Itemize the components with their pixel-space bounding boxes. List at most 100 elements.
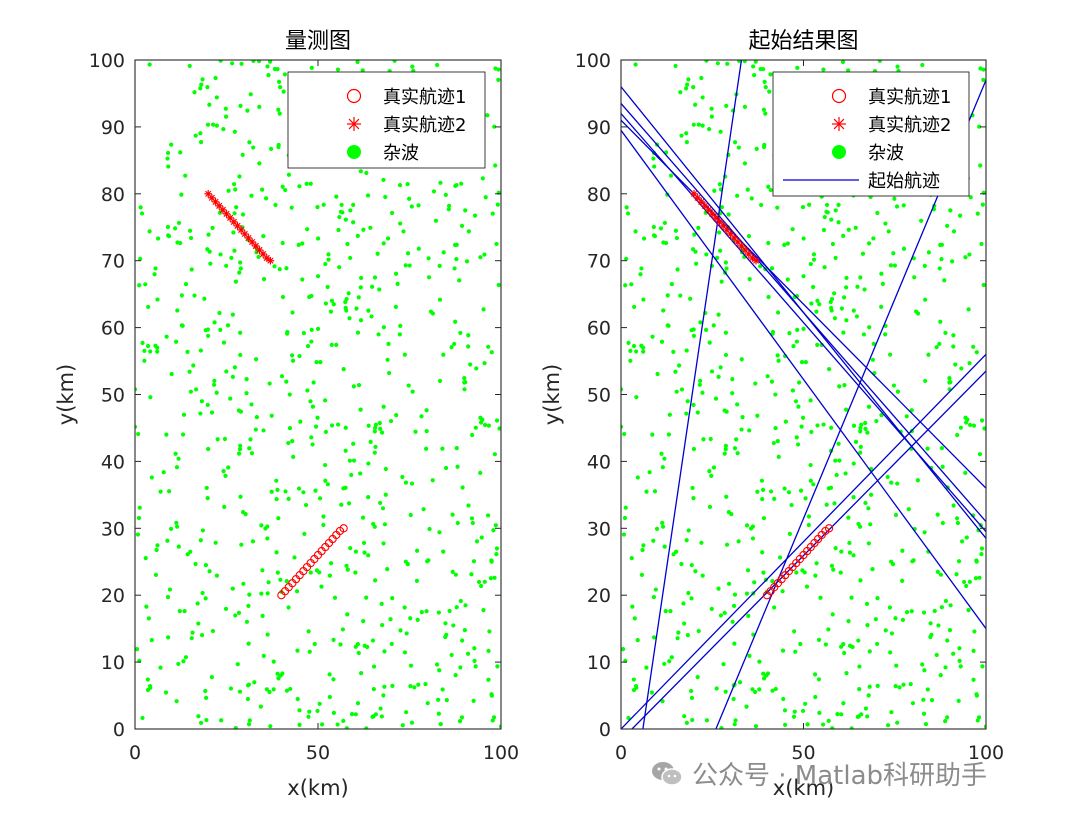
clutter-point [889,480,894,485]
clutter-point [725,61,730,66]
clutter-point [682,621,687,626]
clutter-point [155,543,160,548]
clutter-point [766,240,771,246]
clutter-point [490,211,495,216]
clutter-point [241,581,246,586]
clutter-point [148,685,153,690]
clutter-point [390,595,395,601]
start-track-line [621,129,986,630]
clutter-point [268,724,273,729]
clutter-point [339,202,344,208]
x-tick-label: 100 [968,742,1004,764]
clutter-point [981,67,986,72]
clutter-point [210,122,216,127]
clutter-point [327,573,333,578]
clutter-point [770,579,775,584]
clutter-point [487,629,492,634]
clutter-point [378,706,383,711]
clutter-point [139,211,145,216]
legend-label: 真实航迹1 [383,87,466,108]
clutter-point [275,66,280,72]
clutter-point [686,590,691,596]
clutter-point [673,228,679,233]
clutter-point [354,306,359,311]
clutter-point [482,579,487,584]
clutter-point [434,662,440,667]
clutter-point [486,677,491,682]
clutter-point [413,429,418,434]
clutter-point [167,489,172,494]
clutter-point [957,658,962,663]
clutter-point [135,532,141,537]
clutter-point [286,440,291,446]
clutter-point [639,572,644,577]
clutter-point [714,255,720,260]
clutter-point [982,426,986,431]
clutter-point [865,714,870,719]
clutter-point [437,668,442,673]
clutter-point [252,680,257,685]
clutter-point [247,140,252,145]
clutter-point [419,609,424,615]
legend-label: 杂波 [383,143,419,164]
clutter-point [214,390,219,395]
legend-label: 真实航迹2 [868,115,951,136]
clutter-point [978,163,983,168]
clutter-point [928,621,933,626]
clutter-point [955,432,960,438]
clutter-point [443,634,448,640]
clutter-point [393,304,398,309]
clutter-point [768,72,773,77]
clutter-point [209,675,214,680]
clutter-point [489,559,494,564]
start-track-line [621,119,986,489]
clutter-point [700,390,705,395]
clutter-point [776,454,781,459]
clutter-point [814,561,819,566]
clutter-point [385,357,390,362]
clutter-point [213,540,218,545]
clutter-point [652,489,658,494]
clutter-point [957,646,962,651]
clutter-point [709,606,714,611]
clutter-point [948,603,953,608]
clutter-point [844,275,849,281]
clutter-point [296,486,302,491]
clutter-point [842,383,847,388]
clutter-point [331,710,336,715]
clutter-point [937,341,942,347]
clutter-point [626,340,631,346]
clutter-point [489,693,494,698]
clutter-point [821,227,827,233]
legend-marker-circle [831,88,847,104]
clutter-point [826,627,831,632]
clutter-point [212,320,217,325]
clutter-point [206,333,211,338]
clutter-point [861,332,866,337]
clutter-point [202,296,207,301]
clutter-point [286,496,291,502]
clutter-point [306,629,311,634]
clutter-point [912,275,917,280]
clutter-point [231,182,237,187]
clutter-point [315,326,321,331]
clutter-point [308,399,313,404]
clutter-point [355,60,360,65]
clutter-point [745,187,750,192]
clutter-point [274,496,279,502]
clutter-point [698,320,703,325]
clutter-point [214,573,220,578]
clutter-point [187,63,192,69]
clutter-point [204,717,209,723]
clutter-point [662,220,667,226]
clutter-point [923,297,928,302]
clutter-point [303,502,309,508]
clutter-point [654,526,660,531]
clutter-point [638,272,643,277]
clutter-point [979,418,985,423]
clutter-point [371,521,376,527]
clutter-point [395,281,400,286]
clutter-point [309,339,314,344]
clutter-point [188,235,194,241]
clutter-point [800,415,806,420]
